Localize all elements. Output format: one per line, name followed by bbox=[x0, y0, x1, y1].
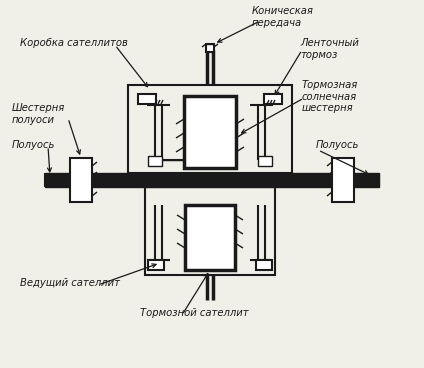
Bar bbox=[145, 187, 275, 275]
Text: Коробка сателлитов: Коробка сателлитов bbox=[20, 38, 128, 48]
Bar bbox=[256, 260, 272, 270]
Bar bbox=[264, 94, 282, 104]
Bar bbox=[45, 173, 379, 187]
Bar bbox=[332, 158, 354, 202]
Bar bbox=[206, 44, 214, 52]
Text: Тормозная
солнечная
шестерня: Тормозная солнечная шестерня bbox=[302, 80, 358, 113]
Bar bbox=[258, 156, 272, 166]
Text: Тормозной сателлит: Тормозной сателлит bbox=[140, 308, 248, 318]
Bar bbox=[185, 205, 235, 270]
Text: Ленточный
тормоз: Ленточный тормоз bbox=[300, 38, 359, 60]
Text: Коническая
передача: Коническая передача bbox=[252, 6, 314, 28]
Bar bbox=[148, 260, 164, 270]
Text: Шестерня
полуоси: Шестерня полуоси bbox=[12, 103, 65, 125]
Text: Полуось: Полуось bbox=[12, 140, 56, 150]
Bar bbox=[70, 158, 92, 202]
Bar bbox=[138, 94, 156, 104]
Bar bbox=[148, 156, 162, 166]
Bar bbox=[128, 85, 292, 173]
Text: Полуось: Полуось bbox=[316, 140, 360, 150]
Text: Ведущий сателлит: Ведущий сателлит bbox=[20, 278, 120, 288]
Bar bbox=[184, 96, 236, 168]
